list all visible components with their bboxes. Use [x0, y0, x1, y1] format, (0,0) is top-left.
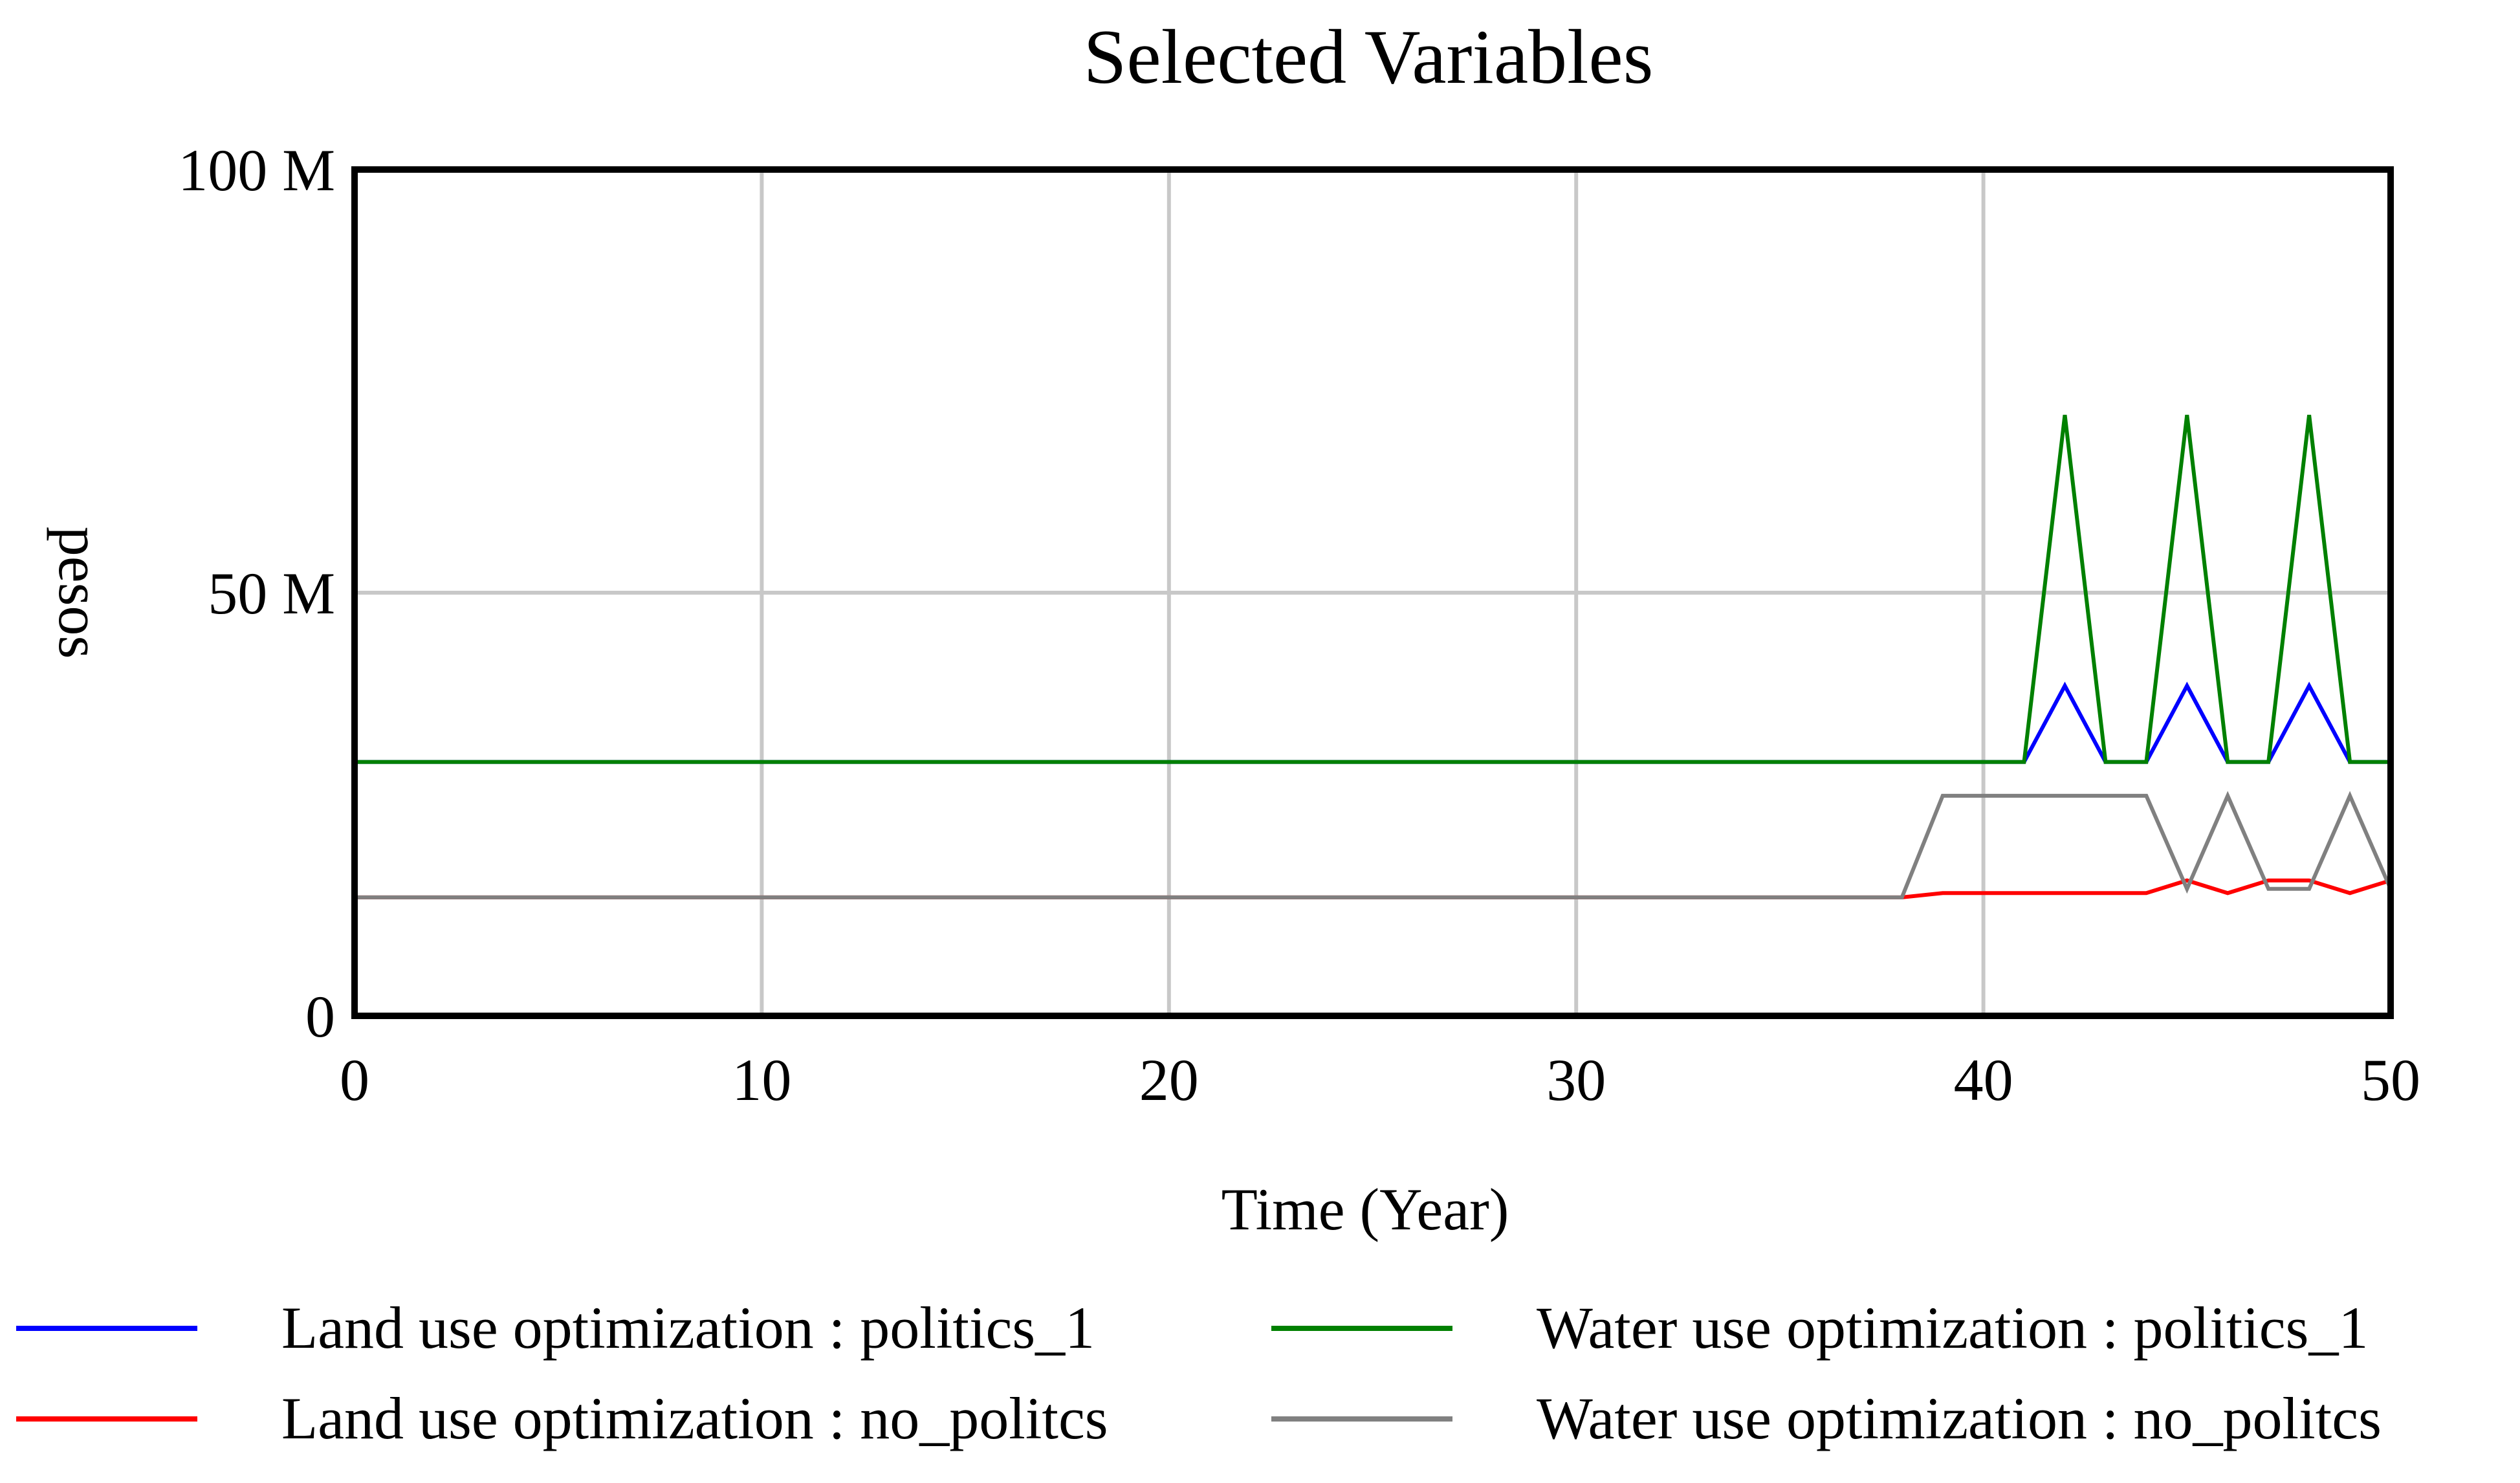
y-tick-label: 0: [305, 983, 335, 1049]
series-line-0: [355, 681, 2391, 764]
grid-lines: [355, 170, 2391, 1016]
legend-label-1: Water use optimization : politics_1: [1537, 1295, 2368, 1361]
legend: Land use optimization : politics_1 Water …: [16, 1295, 2382, 1451]
x-axis-label: Time (Year): [1222, 1176, 1509, 1242]
y-tick-labels: 0 50 M 100 M: [178, 137, 335, 1049]
y-axis-label: pesos: [47, 527, 113, 659]
x-tick-label: 0: [340, 1047, 369, 1113]
series-line-2: [355, 878, 2391, 899]
legend-label-2: Land use optimization : no_politcs: [281, 1385, 1108, 1451]
y-tick-label: 50 M: [208, 560, 335, 626]
x-tick-labels: 0 10 20 30 40 50: [340, 1047, 2420, 1113]
x-tick-label: 20: [1139, 1047, 1199, 1113]
plot-frame: [351, 166, 2394, 1019]
x-tick-label: 30: [1546, 1047, 1606, 1113]
series-line-3: [355, 791, 2393, 899]
legend-label-3: Water use optimization : no_politcs: [1537, 1385, 2382, 1451]
legend-label-0: Land use optimization : politics_1: [281, 1295, 1095, 1361]
y-tick-label: 100 M: [178, 137, 335, 203]
series-lines: [355, 414, 2393, 899]
x-tick-label: 50: [2361, 1047, 2420, 1113]
chart-title: Selected Variables: [1084, 14, 1654, 100]
x-tick-label: 40: [1954, 1047, 2013, 1113]
series-line-1: [355, 414, 2391, 764]
x-tick-label: 10: [732, 1047, 791, 1113]
